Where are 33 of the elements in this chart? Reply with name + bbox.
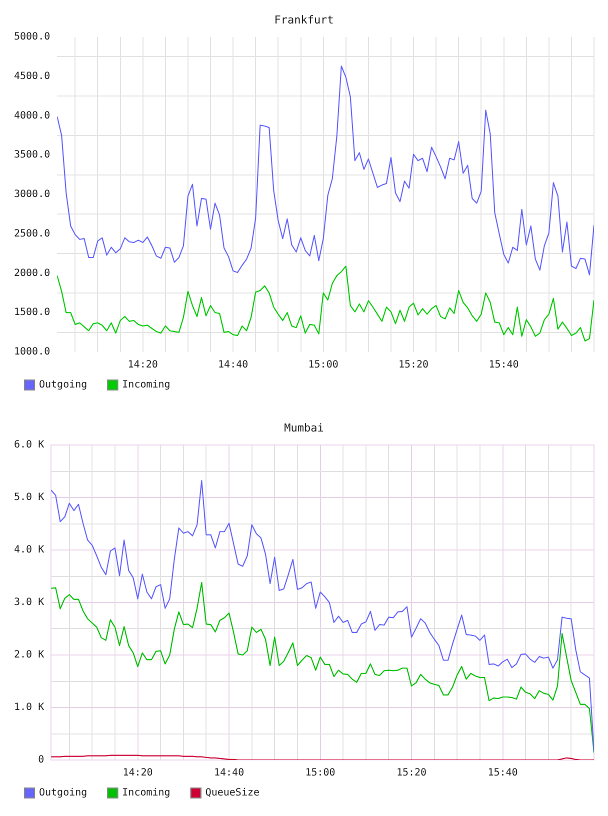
y-tick-label: 3500.0 bbox=[14, 150, 50, 161]
y-tick-label: 6.0 K bbox=[14, 440, 44, 451]
y-tick-label: 1000.0 bbox=[14, 346, 50, 358]
legend-label: Incoming bbox=[122, 380, 170, 391]
legend-label: Outgoing bbox=[39, 380, 88, 391]
x-tick-label: 15:20 bbox=[396, 768, 427, 779]
y-tick-label: 3000.0 bbox=[14, 189, 50, 200]
y-tick-label: 2500.0 bbox=[14, 228, 50, 240]
y-tick-label: 0 bbox=[38, 754, 44, 766]
x-tick-label: 14:20 bbox=[122, 768, 153, 779]
y-tick-label: 5.0 K bbox=[14, 492, 44, 504]
y-tick-label: 5000.0 bbox=[14, 32, 50, 43]
x-tick-label: 15:00 bbox=[305, 768, 336, 779]
x-tick-label: 15:40 bbox=[488, 360, 519, 371]
y-tick-label: 2000.0 bbox=[14, 268, 50, 279]
y-tick-label: 1500.0 bbox=[14, 307, 50, 318]
legend-label: Outgoing bbox=[39, 788, 88, 799]
x-tick-label: 14:40 bbox=[214, 768, 244, 779]
x-tick-label: 14:40 bbox=[218, 360, 248, 371]
y-tick-label: 4500.0 bbox=[14, 70, 50, 82]
y-tick-label: 2.0 K bbox=[14, 650, 44, 661]
x-tick-label: 15:40 bbox=[488, 768, 518, 779]
chart-title: Mumbai bbox=[284, 421, 324, 434]
x-tick-label: 15:20 bbox=[398, 360, 429, 371]
chart-title: Frankfurt bbox=[274, 13, 334, 26]
x-tick-label: 14:20 bbox=[128, 360, 158, 371]
legend-label: Incoming bbox=[122, 788, 170, 799]
y-tick-label: 3.0 K bbox=[14, 597, 44, 608]
y-tick-label: 4000.0 bbox=[14, 110, 50, 122]
x-tick-label: 15:00 bbox=[308, 360, 338, 371]
y-tick-label: 1.0 K bbox=[14, 702, 44, 714]
y-tick-label: 4.0 K bbox=[14, 544, 44, 556]
legend-label: QueueSize bbox=[205, 788, 260, 799]
